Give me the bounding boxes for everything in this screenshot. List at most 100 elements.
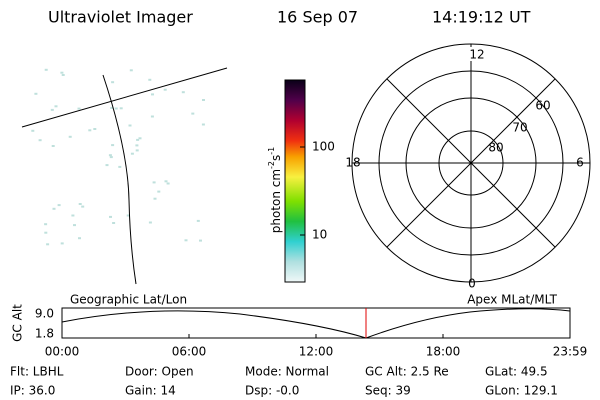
status-field: IP: 36.0 bbox=[10, 384, 55, 398]
speck bbox=[126, 214, 130, 217]
speck bbox=[51, 145, 55, 147]
speck bbox=[199, 239, 202, 242]
status-field: Seq: 39 bbox=[365, 384, 411, 398]
speck bbox=[73, 224, 76, 227]
speck bbox=[164, 180, 168, 183]
colorbar-tick: 10 bbox=[312, 228, 327, 242]
speck bbox=[152, 181, 156, 184]
altitude-plot: Geographic Lat/Lon Apex MLat/MLT 9.0 1.8… bbox=[11, 293, 588, 359]
speck bbox=[81, 205, 85, 208]
status-field: Flt: LBHL bbox=[10, 365, 64, 379]
speck bbox=[78, 237, 81, 240]
speck bbox=[109, 156, 113, 159]
status-field: Mode: Normal bbox=[245, 365, 329, 379]
status-field: GLon: 129.1 bbox=[485, 384, 558, 398]
lat-lon-line bbox=[21, 67, 228, 128]
speck bbox=[112, 222, 116, 224]
speck bbox=[166, 182, 170, 185]
speck bbox=[54, 105, 58, 108]
speck bbox=[111, 144, 115, 147]
x-tick-label: 23:59 bbox=[553, 345, 588, 359]
lat-lon-curve bbox=[102, 74, 137, 285]
speck bbox=[60, 71, 64, 74]
x-tick-label: 06:00 bbox=[172, 345, 207, 359]
speck bbox=[128, 124, 132, 127]
speck bbox=[129, 69, 133, 72]
altitude-curve bbox=[61, 308, 571, 339]
date: 16 Sep 07 bbox=[277, 8, 358, 27]
speck bbox=[109, 215, 112, 218]
lat-label: 80 bbox=[488, 141, 503, 155]
speck bbox=[34, 92, 38, 95]
speck bbox=[136, 138, 140, 141]
y-label: GC Alt bbox=[11, 304, 25, 342]
speck bbox=[44, 68, 48, 71]
left-label: Geographic Lat/Lon bbox=[70, 293, 187, 307]
colorbar-tick: 100 bbox=[312, 140, 335, 154]
speck bbox=[71, 214, 75, 217]
status-field: Gain: 14 bbox=[125, 384, 176, 398]
speck bbox=[138, 137, 142, 140]
speck bbox=[93, 128, 97, 130]
y-tick: 9.0 bbox=[35, 307, 54, 321]
lat-label: 60 bbox=[535, 99, 550, 113]
speck bbox=[44, 223, 48, 226]
speck bbox=[196, 219, 200, 222]
status-field: GLat: 49.5 bbox=[485, 365, 548, 379]
colorbar-label: photon cm-2s-1 bbox=[267, 147, 283, 234]
speck bbox=[202, 99, 205, 101]
speck bbox=[88, 129, 92, 132]
speck bbox=[135, 144, 139, 147]
speck bbox=[150, 115, 154, 118]
speck bbox=[108, 154, 112, 157]
speck bbox=[110, 106, 114, 109]
colorbar: 100 10 photon cm-2s-1 bbox=[267, 79, 335, 283]
speck bbox=[119, 107, 123, 110]
y-tick: 1.8 bbox=[35, 327, 54, 341]
status-field: Door: Open bbox=[125, 365, 194, 379]
label-bg bbox=[462, 47, 482, 61]
speck bbox=[148, 221, 152, 224]
speck bbox=[52, 207, 56, 210]
x-tick-label: 00:00 bbox=[45, 345, 80, 359]
colorbar-scale bbox=[284, 79, 306, 283]
footer: Flt: LBHL Door: Open Mode: Normal GC Alt: 2… bbox=[10, 365, 558, 398]
time: 14:19:12 UT bbox=[432, 8, 531, 27]
speck bbox=[77, 107, 81, 110]
mlt-label: 0 bbox=[468, 277, 476, 291]
x-tick-label: 12:00 bbox=[299, 345, 334, 359]
speck bbox=[181, 91, 185, 94]
mlt-label: 6 bbox=[576, 156, 584, 170]
right-label: Apex MLat/MLT bbox=[467, 293, 557, 307]
status-field: GC Alt: 2.5 Re bbox=[365, 365, 449, 379]
speck bbox=[151, 93, 154, 96]
lat-label: 70 bbox=[512, 121, 527, 135]
speck bbox=[60, 242, 64, 245]
speck bbox=[68, 135, 72, 138]
mlt-label: 18 bbox=[345, 156, 360, 170]
speck bbox=[118, 165, 122, 168]
speck bbox=[163, 88, 167, 91]
speck bbox=[50, 108, 54, 111]
speck bbox=[201, 123, 205, 126]
speck bbox=[57, 204, 61, 207]
speck bbox=[135, 149, 139, 152]
speck bbox=[105, 164, 109, 167]
status-field: Dsp: -0.0 bbox=[245, 384, 299, 398]
speck bbox=[78, 203, 82, 205]
mlt-label: 12 bbox=[469, 48, 484, 62]
speck bbox=[130, 152, 134, 155]
speck bbox=[114, 107, 118, 110]
speck bbox=[38, 139, 42, 142]
title: Ultraviolet Imager bbox=[48, 8, 193, 27]
speck bbox=[111, 81, 115, 84]
speck bbox=[44, 231, 48, 234]
speck bbox=[46, 243, 50, 246]
x-tick-label: 18:00 bbox=[426, 345, 461, 359]
speck bbox=[184, 239, 188, 242]
speck bbox=[148, 78, 152, 81]
speck bbox=[191, 112, 195, 115]
speck bbox=[153, 197, 157, 200]
